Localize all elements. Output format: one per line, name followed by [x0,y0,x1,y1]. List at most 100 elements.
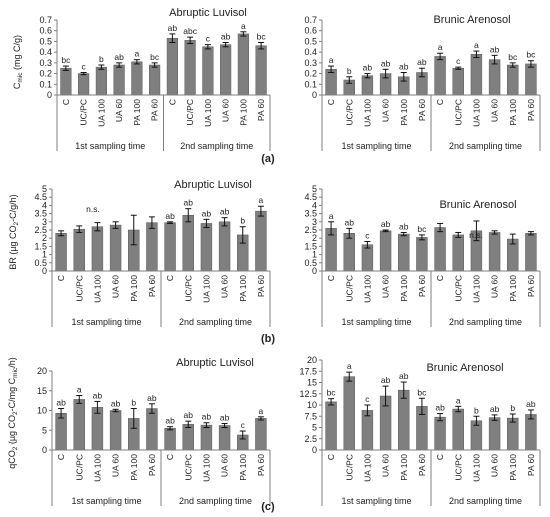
y-tick-label: 2 [42,233,47,243]
chart-b-left: 00.511.522.533.544.55 C UC/PC UA 100 UA 60 PA… [8,179,271,327]
y-tick-label: 10 [37,406,47,416]
y-tick-label: 15 [307,378,317,388]
significance-letter: b [510,403,515,413]
bar [113,64,125,96]
category-label: UA 60 [381,454,391,477]
group-label: 2nd sampling time [179,496,252,506]
group-label: 2nd sampling time [449,141,522,151]
significance-letter: b [99,54,104,64]
bar [325,401,337,451]
bar [488,59,501,96]
category-label: PA 100 [129,275,139,302]
chart-c-left: 0 5 10 15 20 ab Ca UC/PC ab UA 100 ab UA 60 b PA 100 a… [7,357,271,506]
significance-letter: ab [363,63,373,73]
category-label: UA 60 [381,99,391,122]
category-label: PA 60 [417,454,427,476]
bar [470,54,483,96]
category-label: PA 60 [147,454,157,476]
y-tick-label: 0.6 [304,26,317,36]
bar [325,69,337,96]
category-label: UA 60 [220,275,230,298]
y-tick-label: 4.5 [34,192,47,202]
group-label: 2nd sampling time [180,141,253,151]
category-label: UA 100 [471,275,481,303]
bar [95,66,107,96]
significance-letter: ab [184,198,194,208]
category-label: PA 60 [256,99,266,121]
y-tick-label: 4 [42,200,47,210]
significance-letter: abc [183,26,197,36]
category-label: C [435,454,445,460]
category-label: UA 60 [114,99,124,122]
significance-letter: ab [220,207,230,217]
y-tick-label: 0.6 [39,26,52,36]
category-label: UA 60 [490,454,500,477]
y-tick-label: 0 [312,445,317,455]
category-label: PA 100 [508,275,518,302]
significance-letter: a [347,361,352,371]
category-label: PA 100 [129,454,139,481]
significance-letter: a [329,55,334,65]
category-label: C [165,275,175,281]
significance-letter: c [456,56,461,66]
y-tick-label: 4.5 [304,192,317,202]
y-tick-label: 0 [42,445,47,455]
bar [255,210,267,272]
category-label: UA 100 [201,275,211,303]
significance-letter: bc [417,387,427,397]
y-tick-label: 20 [37,366,47,376]
bar [525,233,537,272]
significance-letter: a [438,42,443,52]
bar [91,226,104,272]
significance-letter: bc [508,52,518,62]
y-tick-label: 2.5 [34,225,47,235]
y-tick-label: 5 [42,184,47,194]
bar [78,73,90,96]
category-label: UC/PC [344,454,354,480]
bar [146,222,158,272]
significance-letter: c [82,62,87,72]
category-label: PA 100 [399,99,409,126]
group-label: 1st sampling time [341,317,411,327]
bar [452,408,464,451]
category-label: UA 100 [362,99,372,127]
group-label: 1st sampling time [71,317,141,327]
y-axis-label: Cmic (mg C/g) [12,35,24,89]
category-label: UA 100 [203,99,213,127]
significance-letter: ab [184,410,194,420]
bar [434,416,446,451]
y-tick-label: 17.5 [299,366,317,376]
y-tick-label: 0.3 [39,58,52,68]
bar [200,424,213,451]
category-label: PA 60 [417,275,427,297]
y-tick-label: 2.5 [304,225,317,235]
y-tick-label: 5 [312,423,317,433]
category-label: UC/PC [453,99,463,125]
category-label: UC/PC [74,454,84,480]
significance-note: n.s. [469,230,483,240]
category-label: PA 100 [399,275,409,302]
significance-letter: ab [165,416,175,426]
y-tick-label: 1 [42,250,47,260]
significance-letter: c [206,34,211,44]
significance-letter: c [365,394,370,404]
significance-letter: ab [56,398,66,408]
bar [109,410,122,451]
y-tick-label: 0 [47,90,52,100]
chart-title: Brunic Arenosol [439,199,516,211]
bar [146,408,158,451]
chart-title: Abruptic Luvisol [169,7,247,19]
group-label: 1st sampling time [71,496,141,506]
category-label: UA 60 [381,275,391,298]
category-label: UA 100 [362,275,372,303]
bar [452,234,464,272]
bar [218,425,231,451]
category-label: UA 100 [471,454,481,482]
bar [237,33,249,96]
significance-letter: ab [526,399,536,409]
bar [255,418,267,451]
group-label: 2nd sampling time [449,496,522,506]
bar [60,67,72,96]
